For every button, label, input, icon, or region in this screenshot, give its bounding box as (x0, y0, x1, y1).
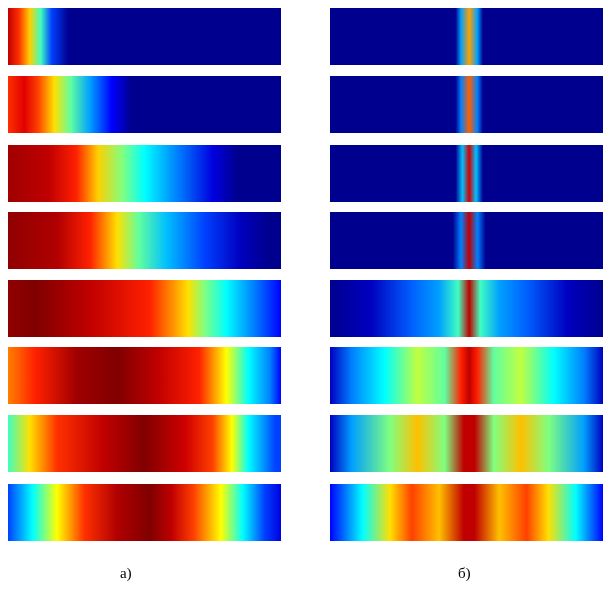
heatmap (8, 415, 281, 472)
heatmap (8, 212, 281, 269)
heatmap (330, 280, 603, 337)
heatmap (8, 347, 281, 404)
heatmap (330, 212, 603, 269)
panel-label: а) (120, 566, 132, 582)
heatmap (8, 280, 281, 337)
heatmap (330, 8, 603, 65)
heatmap (8, 145, 281, 202)
heatmap (330, 76, 603, 133)
heatmap (8, 76, 281, 133)
heatmap (330, 484, 603, 541)
heatmap (330, 415, 603, 472)
heatmap (330, 145, 603, 202)
heatmap (8, 484, 281, 541)
panel-label: б) (458, 566, 471, 582)
heatmap (8, 8, 281, 65)
heatmap (330, 347, 603, 404)
